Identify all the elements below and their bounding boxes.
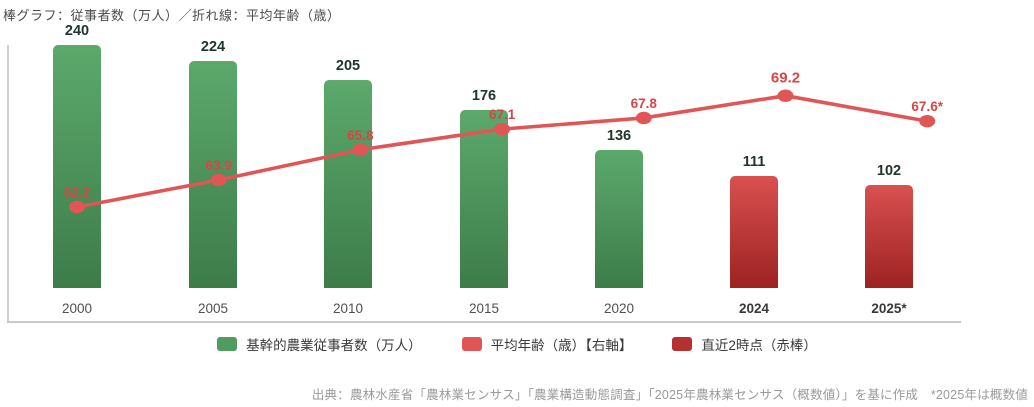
bar-2025* [865,185,913,288]
bar-2000 [53,45,101,288]
line-point-label: 67.6* [911,99,943,114]
bar-2020 [595,150,643,288]
line-point [210,173,227,187]
x-axis-label: 2015 [468,301,500,316]
average-age-line-layer: 62.2 63.9 65.8 67.1 67.8 69.2 67.6* [64,70,944,214]
plot-area: 240 2000 224 2005 205 2010 176 2015 136 2020 111 20… [7,23,961,323]
line-point [635,111,652,125]
line-point-label: 65.8 [347,128,374,143]
x-axis-label: 2010 [332,301,364,316]
x-axis-label: 2020 [603,301,635,316]
bar-value-label: 176 [471,88,497,104]
bar-value-label: 136 [606,128,632,144]
legend: 基幹的農業従事者数（万人） 平均年齢（歳）【右軸】 直近2時点（赤棒） [0,334,1034,354]
line-point [352,143,369,156]
bar-2005 [189,61,237,288]
source-note: 出典：農林水産省「農林業センサス」「農業構造動態調査」「2025年農林業センサス… [311,388,1028,402]
bar-value-label: 224 [200,39,226,55]
line-point [494,122,511,136]
left-axis-line [7,45,9,322]
bar-value-label: 111 [742,154,766,170]
bar-value-label: 102 [876,163,902,179]
legend-swatch-icon [461,337,482,351]
legend-label: 直近2時点（赤棒） [701,338,817,353]
line-point [69,200,85,214]
x-axis-label: 2025* [871,301,907,316]
x-axis-label: 2000 [61,301,93,316]
bottom-axis-line [7,321,961,323]
x-axis-label: 2024 [738,301,770,316]
line-point-label: 67.8 [631,96,658,111]
legend-label: 平均年齢（歳）【右軸】 [490,338,633,353]
chart-title: 棒グラフ：従事者数（万人）／折れ線：平均年齢（歳） [3,8,341,23]
legend-item: 平均年齢（歳）【右軸】 [461,334,633,354]
legend-swatch-icon [672,337,693,351]
legend-label: 基幹的農業従事者数（万人） [246,338,422,353]
legend-swatch-icon [217,337,238,351]
line-point [777,89,794,102]
line-point-label: 69.2 [771,70,800,87]
line-point [919,114,936,128]
x-axis-label: 2005 [197,301,229,316]
line-point-label: 62.2 [64,185,90,200]
line-point-label: 63.9 [206,158,232,173]
bar-value-label: 240 [64,23,90,39]
legend-item: 直近2時点（赤棒） [672,334,817,354]
bar-value-label: 205 [335,58,361,74]
bar-2010 [324,80,372,288]
legend-item: 基幹的農業従事者数（万人） [217,334,422,354]
bar-2015 [460,110,508,288]
bar-2024 [730,176,778,288]
line-point-label: 67.1 [489,107,516,122]
